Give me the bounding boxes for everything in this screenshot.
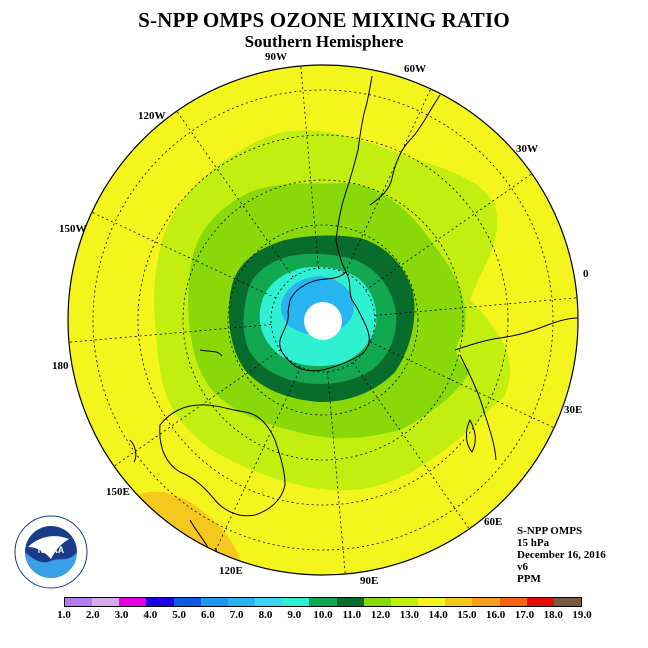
colorbar-tick-label: 17.0	[514, 609, 535, 621]
meridian-line	[369, 341, 555, 429]
meridian-line	[365, 173, 533, 291]
noaa-logo-icon: NOAA	[14, 515, 88, 589]
lon-label-120e: 120E	[219, 565, 243, 577]
colorbar-swatch	[119, 598, 147, 606]
meridian-line	[374, 297, 578, 316]
colorbar-tick-label: 1.0	[57, 609, 71, 621]
meridian-line	[68, 324, 272, 343]
colorbar-tick-label: 19.0	[572, 609, 592, 621]
meridian-line	[91, 211, 277, 299]
colorbar-tick-label: 15.0	[457, 609, 477, 621]
lon-label-90e: 90E	[360, 575, 379, 587]
lon-label-180: 180	[52, 360, 69, 372]
colorbar-tick-label: 16.0	[486, 609, 506, 621]
meridian-line	[214, 366, 302, 552]
lon-label-150w: 150W	[59, 223, 87, 235]
colorbar-swatch	[526, 598, 554, 606]
latitude-circle	[182, 179, 464, 461]
colorbar-tick-label: 5.0	[172, 609, 186, 621]
australia-coast	[159, 404, 286, 517]
colorbar-swatch	[227, 598, 256, 606]
colorbar-swatch	[282, 598, 310, 606]
meridian-line	[327, 371, 346, 575]
colorbar-swatch	[65, 598, 93, 606]
colorbar-swatch	[472, 598, 500, 606]
colorbar-swatch	[499, 598, 527, 606]
indian-ocean-islands	[129, 349, 223, 463]
lon-label-60e: 60E	[484, 516, 503, 528]
colorbar	[64, 597, 582, 607]
colorbar-tick-label: 8.0	[258, 609, 273, 621]
colorbar-tick-label: 13.0	[399, 609, 419, 621]
info-units: PPM	[517, 573, 541, 585]
madagascar	[465, 418, 476, 453]
lon-label-60w: 60W	[404, 63, 426, 75]
colorbar-swatch	[255, 598, 283, 606]
meridian-line	[176, 110, 294, 278]
colorbar-swatch	[146, 598, 174, 606]
colorbar-tick-label: 11.0	[342, 609, 362, 621]
field-ring15	[140, 491, 240, 562]
latitude-circle	[270, 267, 376, 373]
colorbar-swatch	[390, 598, 419, 606]
colorbar-tick-label: 10.0	[313, 609, 333, 621]
latitude-circle	[92, 89, 554, 551]
africa-coast	[454, 317, 578, 461]
colorbar-swatch	[445, 598, 473, 606]
meridian-line	[344, 88, 432, 274]
colorbar-swatch	[363, 598, 391, 606]
lon-label-150e: 150E	[106, 486, 130, 498]
page-subtitle: Southern Hemisphere	[244, 32, 404, 51]
lon-label-0: 0	[583, 268, 589, 280]
colorbar-swatch	[309, 598, 337, 606]
latitude-circle	[137, 134, 509, 506]
page-title: S-NPP OMPS OZONE MIXING RATIO	[138, 8, 510, 32]
map-border	[67, 64, 579, 576]
field-center	[304, 302, 342, 340]
colorbar-swatch	[200, 598, 228, 606]
colorbar-tick-label: 4.0	[143, 609, 158, 621]
info-instrument: S-NPP OMPS	[517, 525, 583, 537]
meridian-line	[113, 349, 281, 467]
latitude-circle	[227, 224, 419, 416]
colorbar-swatch	[418, 598, 446, 606]
lon-label-30w: 30W	[516, 143, 538, 155]
lon-label-120w: 120W	[138, 110, 166, 122]
colorbar-tick-label: 14.0	[428, 609, 448, 621]
colorbar-swatch	[553, 598, 581, 606]
meridian-line	[300, 65, 319, 269]
colorbar-tick-label: 2.0	[85, 609, 100, 621]
antarctica-coast	[279, 271, 370, 372]
colorbar-tick-label: 9.0	[287, 609, 302, 621]
lon-label-30e: 30E	[564, 404, 583, 416]
info-level: 15 hPa	[517, 537, 550, 549]
colorbar-tick-label: 18.0	[543, 609, 563, 621]
info-date: December 16, 2016	[517, 549, 606, 561]
graticule	[68, 65, 578, 575]
meridian-line	[352, 362, 470, 530]
info-version: v6	[517, 561, 528, 573]
contour-fields	[68, 65, 578, 575]
colorbar-tick-label: 12.0	[370, 609, 391, 621]
colorbar-swatch	[173, 598, 201, 606]
south-america-coast	[335, 75, 373, 241]
colorbar-tick-label: 3.0	[114, 609, 129, 621]
colorbar-tick-label: 7.0	[229, 609, 244, 621]
colorbar-swatch	[336, 598, 364, 606]
lon-label-90w: 90W	[265, 51, 287, 63]
antarctic-peninsula	[335, 239, 347, 273]
colorbar-tick-label: 6.0	[201, 609, 215, 621]
colorbar-swatch	[92, 598, 120, 606]
logo-text: NOAA	[38, 545, 65, 555]
